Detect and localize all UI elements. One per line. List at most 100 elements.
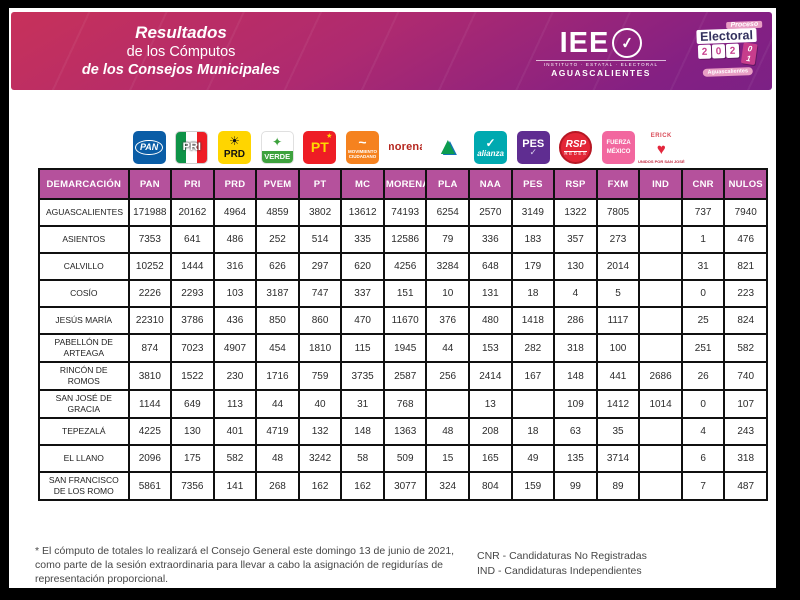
pes-logo-label: PES: [522, 137, 545, 150]
result-cell: 824: [723, 306, 768, 335]
result-cell: 20162: [170, 198, 215, 227]
column-header-pla: PLA: [425, 168, 471, 200]
result-cell: 4907: [212, 332, 258, 364]
demarcacion-cell: COSÍO: [38, 279, 130, 308]
column-header-fxm: FXM: [595, 168, 641, 200]
result-cell: 13612: [340, 198, 385, 227]
demarcacion-cell: ASIENTOS: [38, 225, 130, 254]
column-header-ind: IND: [638, 168, 683, 200]
result-cell: 25: [680, 306, 726, 335]
proceso-electoral-logo: Proceso Electoral 2 0 2 0 1 Aguascalient…: [684, 20, 770, 77]
result-cell: [638, 417, 683, 447]
result-cell: 2226: [127, 279, 173, 308]
result-cell: 7353: [127, 225, 173, 254]
pt-logo-label: PT: [310, 138, 329, 155]
result-cell: 115: [340, 332, 385, 364]
ind-logo-glyph: ♥: [656, 141, 666, 159]
result-cell: 252: [255, 225, 300, 254]
result-cell: 10: [425, 279, 471, 308]
result-cell: 167: [510, 361, 556, 392]
result-cell: 208: [468, 417, 513, 447]
result-cell: 470: [340, 306, 385, 335]
results-table: DEMARCACIÓN PAN PRI PRD PVEM PT MC MORENA PLA NAA…: [38, 168, 768, 502]
demarcacion-cell: RINCÓN DE ROMOS: [38, 361, 130, 392]
iee-logo-top: IEE ✓: [536, 28, 666, 58]
result-cell: 132: [297, 417, 343, 447]
result-cell: 620: [340, 252, 385, 281]
result-cell: 99: [553, 471, 598, 502]
result-cell: 31: [680, 252, 726, 281]
rsp-logo-sub: REDES: [564, 150, 588, 156]
result-cell: 649: [170, 389, 215, 420]
result-cell: 89: [595, 471, 641, 502]
result-cell: 737: [680, 198, 726, 227]
year-digit: 2: [697, 44, 712, 60]
naa-logo-label: alianza: [477, 148, 504, 158]
title-line2: de los Cómputos: [126, 44, 236, 61]
demarcacion-cell: AGUASCALIENTES: [38, 198, 130, 227]
result-cell: 0: [680, 279, 726, 308]
result-cell: [638, 198, 683, 227]
result-cell: [638, 252, 683, 281]
result-cell: 297: [297, 252, 343, 281]
result-cell: 2014: [595, 252, 641, 281]
result-cell: 15: [425, 444, 471, 474]
demarcacion-cell: PABELLÓN DE ARTEAGA: [38, 332, 130, 364]
result-cell: 1444: [170, 252, 215, 281]
result-cell: 3242: [297, 444, 343, 474]
column-header-nulos: NULOS: [723, 168, 768, 200]
pes-logo-glyph: ✓: [529, 146, 538, 157]
year-dice-icon: 0 1: [740, 42, 758, 66]
result-cell: 1945: [382, 332, 428, 364]
result-cell: 3149: [510, 198, 556, 227]
result-cell: 103: [212, 279, 258, 308]
demarcacion-cell: SAN FRANCISCO DE LOS ROMO: [38, 471, 130, 502]
result-cell: 454: [255, 332, 300, 364]
column-header-demarcación: DEMARCACIÓN: [38, 168, 130, 200]
result-cell: 130: [553, 252, 598, 281]
result-cell: 26: [680, 361, 726, 392]
result-cell: 44: [255, 389, 300, 420]
result-cell: [638, 225, 683, 254]
table-row: CALVILLO 10252 1444 316 626 297 620 4256 3284 648…: [38, 252, 768, 281]
result-cell: 48: [255, 444, 300, 474]
result-cell: 4: [553, 279, 598, 308]
result-cell: 759: [297, 361, 343, 392]
result-cell: [425, 389, 471, 420]
result-cell: 582: [723, 332, 768, 364]
result-cell: 148: [553, 361, 598, 392]
results-tbody: AGUASCALIENTES 171988 20162 4964 4859 3802 136…: [38, 198, 768, 502]
result-cell: 243: [723, 417, 768, 447]
result-cell: 10252: [127, 252, 173, 281]
result-cell: 509: [382, 444, 428, 474]
column-header-pvem: PVEM: [255, 168, 300, 200]
rsp-logo-slot: RSP REDES: [559, 131, 593, 166]
result-cell: 4719: [255, 417, 300, 447]
demarcacion-cell: CALVILLO: [38, 252, 130, 281]
pla-logo-glyph: ▲: [435, 133, 460, 161]
result-cell: 0: [680, 389, 726, 420]
result-cell: 256: [425, 361, 471, 392]
result-cell: 2686: [638, 361, 683, 392]
ind-logo-slot: ♥ ERICK UNIDOS POR SAN JOSÉ: [638, 133, 685, 166]
naa-logo-glyph: ✓: [485, 135, 496, 150]
table-row: COSÍO 2226 2293 103 3187 747 337 151 10 131 18 4 5 0 2…: [38, 279, 768, 308]
result-cell: 11670: [382, 306, 428, 335]
result-cell: 79: [425, 225, 471, 254]
result-cell: [638, 306, 683, 335]
column-header-pan: PAN: [127, 168, 173, 200]
abbreviation-definitions: CNR - Candidaturas No Registradas IND - …: [477, 549, 647, 579]
ind-logo-caption: UNIDOS POR SAN JOSÉ: [637, 158, 685, 164]
table-row: ASIENTOS 7353 641 486 252 514 335 12586 79 336 183…: [38, 225, 768, 254]
rsp-logo-label: RSP: [565, 138, 587, 150]
result-cell: 337: [340, 279, 385, 308]
result-cell: 821: [723, 252, 768, 281]
header-banner: Resultados de los Cómputos de los Consej…: [11, 12, 772, 90]
result-cell: 641: [170, 225, 215, 254]
result-cell: 476: [723, 225, 768, 254]
content-area: Resultados de los Cómputos de los Consej…: [9, 8, 776, 588]
pan-party-logo-icon: PAN: [132, 131, 166, 164]
cnr-definition: CNR - Candidaturas No Registradas: [477, 550, 647, 562]
result-cell: 1014: [638, 389, 683, 420]
demarcacion-cell: SAN JOSÉ DE GRACIA: [38, 389, 130, 420]
